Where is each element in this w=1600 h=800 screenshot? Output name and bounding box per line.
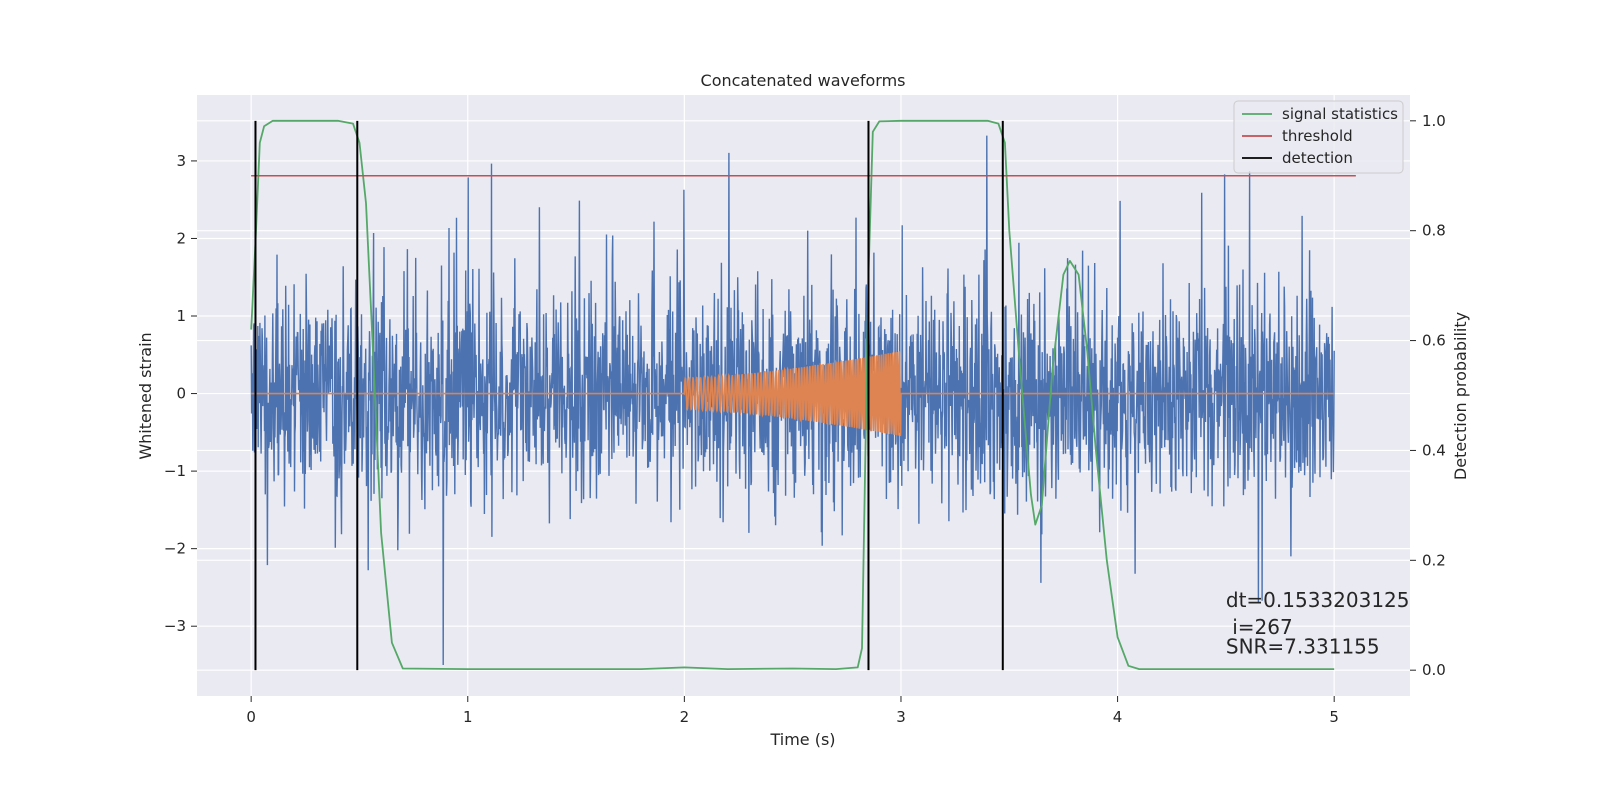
y2-tick-label-1: 0.2	[1422, 551, 1446, 569]
y-tick-label-0: −3	[164, 617, 186, 635]
x-tick-label-5: 5	[1329, 708, 1339, 726]
axes: 0 1 2 3 4 5 −3 −2 −1 0 1 2 3 0.0 0.2 0.4 0.6 0.8 1.0	[164, 112, 1446, 726]
x-axis-label: Time (s)	[769, 730, 835, 749]
legend-label-2: detection	[1282, 149, 1353, 167]
y2-tick-label-2: 0.4	[1422, 441, 1446, 459]
y-tick-label-3: 0	[176, 385, 186, 403]
legend-label-0: signal statistics	[1282, 105, 1398, 123]
legend: signal statistics threshold detection	[1233, 100, 1404, 174]
annotation-line-0: dt=0.1533203125	[1226, 588, 1410, 612]
x-tick-label-1: 1	[463, 708, 473, 726]
chart-title: Concatenated waveforms	[701, 71, 906, 90]
detection-series	[254, 120, 1004, 671]
x-tick-label-2: 2	[680, 708, 690, 726]
y-tick-label-4: 1	[176, 307, 186, 325]
legend-box	[1233, 100, 1404, 174]
y-tick-label-1: −2	[164, 540, 186, 558]
y2-axis-label: Detection probability	[1451, 312, 1470, 480]
y2-tick-label-0: 0.0	[1422, 661, 1446, 679]
y2-tick-label-3: 0.6	[1422, 332, 1446, 350]
waveform-line	[251, 351, 1335, 437]
y-tick-label-6: 3	[176, 152, 186, 170]
annotation-line-2: SNR=7.331155	[1226, 634, 1380, 658]
y2-tick-label-4: 0.8	[1422, 222, 1446, 240]
annotation-line-1: i=267	[1226, 615, 1293, 639]
x-tick-label-3: 3	[896, 708, 906, 726]
y-tick-label-5: 2	[176, 229, 186, 247]
legend-label-1: threshold	[1282, 127, 1353, 145]
x-tick-label-4: 4	[1113, 708, 1123, 726]
x-tick-label-0: 0	[246, 708, 256, 726]
y-axis-label: Whitened strain	[136, 332, 155, 459]
y-tick-label-2: −1	[164, 462, 186, 480]
waveform-series	[251, 351, 1335, 437]
y2-tick-label-5: 1.0	[1422, 112, 1446, 130]
